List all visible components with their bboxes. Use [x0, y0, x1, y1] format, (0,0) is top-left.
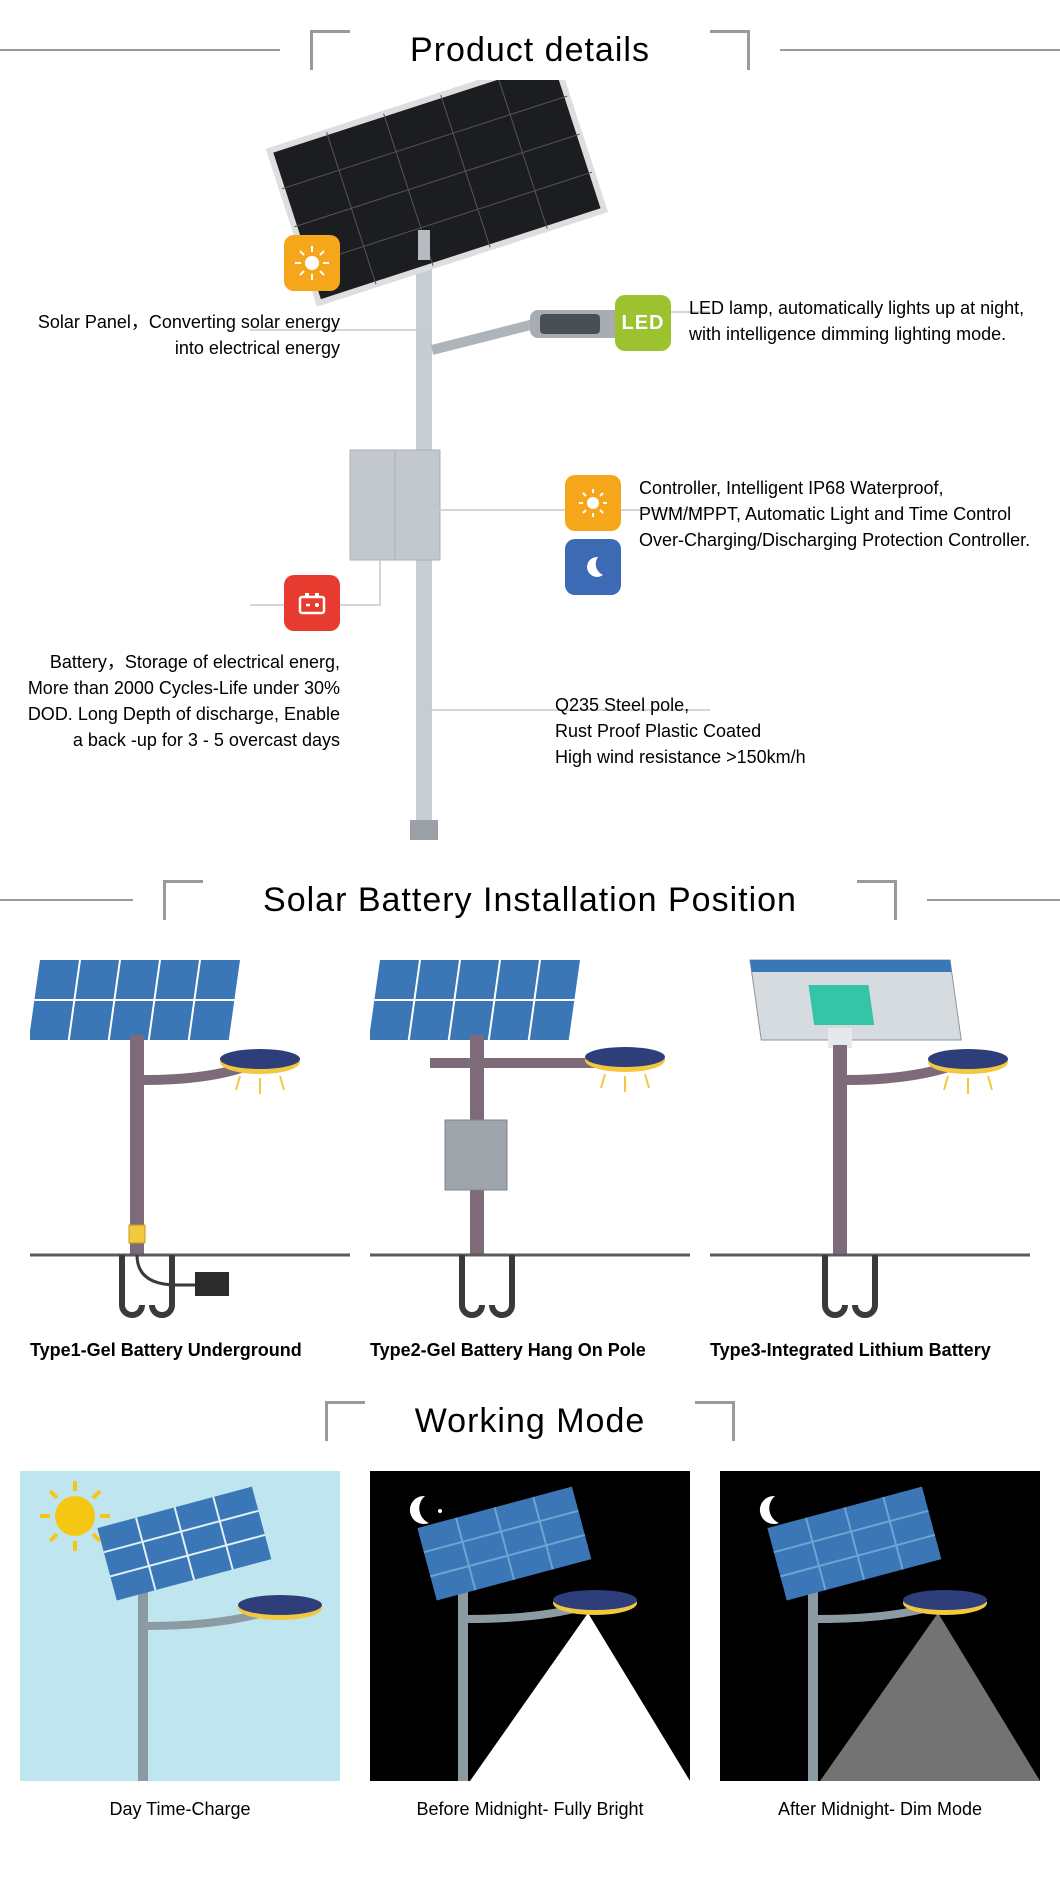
- mode-bright-illustration: [370, 1471, 690, 1781]
- mode-day: Day Time-Charge: [20, 1471, 340, 1820]
- led-icon: LED: [615, 295, 671, 351]
- callout-battery: Battery，Storage of electrical energ, Mor…: [20, 575, 340, 753]
- heading-bracket-left: [325, 1401, 365, 1441]
- product-details-diagram: Solar Panel，Converting solar energy into…: [0, 80, 1060, 850]
- install-type-3-illustration: [710, 950, 1030, 1330]
- install-type-2-illustration: [370, 950, 690, 1330]
- led-text: LED lamp, automatically lights up at nig…: [689, 295, 1035, 347]
- install-type-2: Type2-Gel Battery Hang On Pole: [370, 950, 690, 1361]
- controller-sun-icon: [565, 475, 621, 531]
- installation-title: Solar Battery Installation Position: [233, 881, 827, 920]
- heading-bracket-left: [163, 880, 203, 920]
- callout-pole: Q235 Steel pole, Rust Proof Plastic Coat…: [555, 692, 975, 770]
- mode-dim-illustration: [720, 1471, 1040, 1781]
- solar-panel-text: Solar Panel，Converting solar energy into…: [30, 309, 340, 361]
- callout-solar-panel: Solar Panel，Converting solar energy into…: [30, 235, 340, 361]
- controller-text: Controller, Intelligent IP68 Waterproof,…: [639, 475, 1035, 553]
- mode-dim: After Midnight- Dim Mode: [720, 1471, 1040, 1820]
- mode-dim-label: After Midnight- Dim Mode: [720, 1799, 1040, 1820]
- install-type-1-illustration: [30, 950, 350, 1330]
- working-mode-title: Working Mode: [385, 1402, 676, 1441]
- installation-row: Type1-Gel Battery Underground: [0, 930, 1060, 1371]
- working-mode-heading: Working Mode: [0, 1371, 1060, 1451]
- install-type-2-label: Type2-Gel Battery Hang On Pole: [370, 1340, 690, 1361]
- product-details-heading: Product details: [0, 0, 1060, 80]
- heading-bracket-right: [857, 880, 897, 920]
- controller-moon-icon: [565, 539, 621, 595]
- heading-rule-right: [927, 899, 1060, 901]
- product-details-title: Product details: [380, 31, 680, 70]
- sun-icon: [284, 235, 340, 291]
- mode-day-label: Day Time-Charge: [20, 1799, 340, 1820]
- battery-icon: [284, 575, 340, 631]
- install-type-1-label: Type1-Gel Battery Underground: [30, 1340, 350, 1361]
- heading-bracket-right: [710, 30, 750, 70]
- callout-controller: Controller, Intelligent IP68 Waterproof,…: [565, 475, 1035, 595]
- mode-day-illustration: [20, 1471, 340, 1781]
- installation-heading: Solar Battery Installation Position: [0, 850, 1060, 930]
- working-modes-row: Day Time-Charge Before Midnight- Fully B…: [0, 1451, 1060, 1860]
- heading-rule-right: [780, 49, 1060, 51]
- heading-rule-left: [0, 899, 133, 901]
- heading-rule-left: [0, 49, 280, 51]
- callout-led: LED LED lamp, automatically lights up at…: [615, 295, 1035, 351]
- mode-bright: Before Midnight- Fully Bright: [370, 1471, 690, 1820]
- install-type-3: Type3-Integrated Lithium Battery: [710, 950, 1030, 1361]
- heading-bracket-left: [310, 30, 350, 70]
- mode-bright-label: Before Midnight- Fully Bright: [370, 1799, 690, 1820]
- install-type-1: Type1-Gel Battery Underground: [30, 950, 350, 1361]
- heading-bracket-right: [695, 1401, 735, 1441]
- install-type-3-label: Type3-Integrated Lithium Battery: [710, 1340, 1030, 1361]
- battery-text: Battery，Storage of electrical energ, Mor…: [20, 649, 340, 753]
